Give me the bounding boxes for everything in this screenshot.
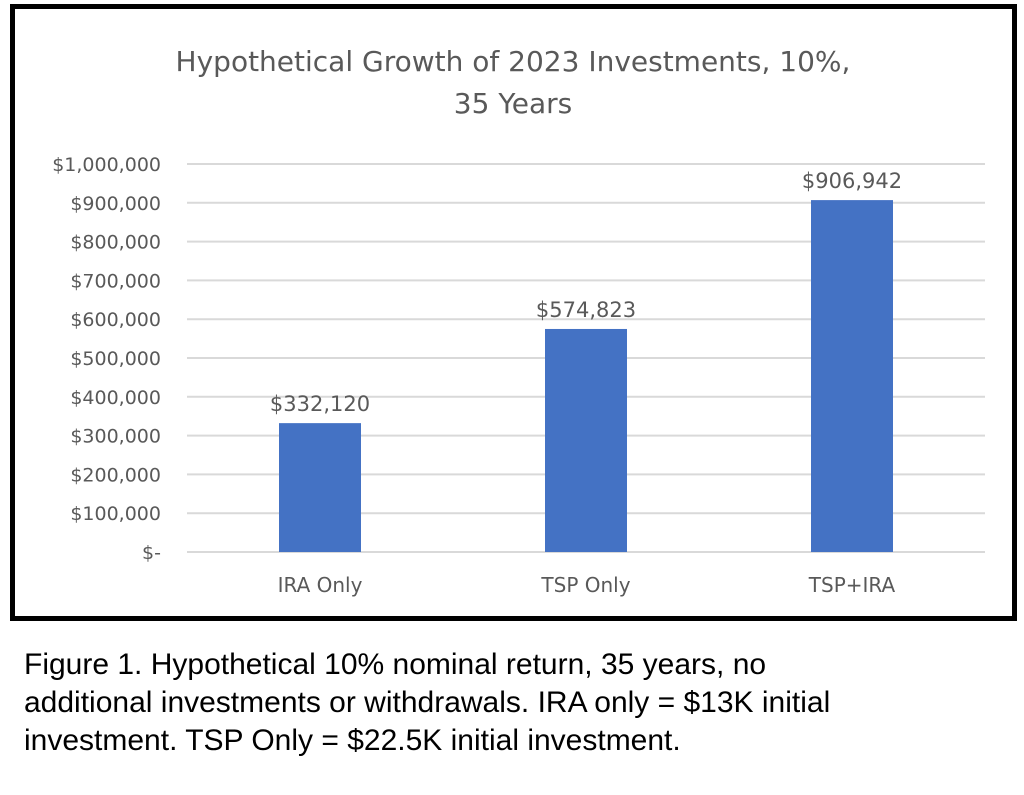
y-tick-label: $300,000 <box>70 426 161 448</box>
caption-line-2: additional investments or withdrawals. I… <box>24 686 831 719</box>
x-tick-label: TSP+IRA <box>808 573 896 597</box>
bar <box>279 423 361 552</box>
y-tick-label: $100,000 <box>70 503 161 525</box>
caption-line-1: Figure 1. Hypothetical 10% nominal retur… <box>24 648 767 681</box>
chart-title: Hypothetical Growth of 2023 Investments,… <box>176 45 851 120</box>
chart-title-line-1: Hypothetical Growth of 2023 Investments,… <box>176 45 851 78</box>
x-axis-tick-labels: IRA Only TSP Only TSP+IRA <box>278 573 896 597</box>
y-axis-tick-labels: $- $100,000 $200,000 $300,000 $400,000 $500,0… <box>52 154 161 564</box>
bars <box>279 200 893 552</box>
x-tick-label: TSP Only <box>540 573 630 597</box>
x-tick-label: IRA Only <box>278 573 363 597</box>
chart-frame: Hypothetical Growth of 2023 Investments,… <box>10 4 1017 621</box>
y-tick-label: $700,000 <box>70 270 161 292</box>
y-tick-label: $200,000 <box>70 464 161 486</box>
y-tick-label: $500,000 <box>70 348 161 370</box>
caption-line-3: investment. TSP Only = $22.5K initial in… <box>24 724 681 757</box>
figure-caption: Figure 1. Hypothetical 10% nominal retur… <box>24 646 1009 760</box>
data-label: $574,823 <box>536 298 636 322</box>
y-tick-label: $600,000 <box>70 309 161 331</box>
y-tick-label: $- <box>142 542 161 564</box>
data-label: $332,120 <box>270 392 370 416</box>
bar <box>811 200 893 552</box>
chart-title-line-2: 35 Years <box>454 87 572 120</box>
y-tick-label: $400,000 <box>70 387 161 409</box>
data-label: $906,942 <box>802 169 902 193</box>
bar <box>545 328 627 552</box>
data-labels: $332,120 $574,823 $906,942 <box>270 169 902 416</box>
y-tick-label: $900,000 <box>70 193 161 215</box>
y-tick-label: $800,000 <box>70 232 161 254</box>
bar-chart: Hypothetical Growth of 2023 Investments,… <box>52 45 985 597</box>
y-tick-label: $1,000,000 <box>52 154 161 176</box>
